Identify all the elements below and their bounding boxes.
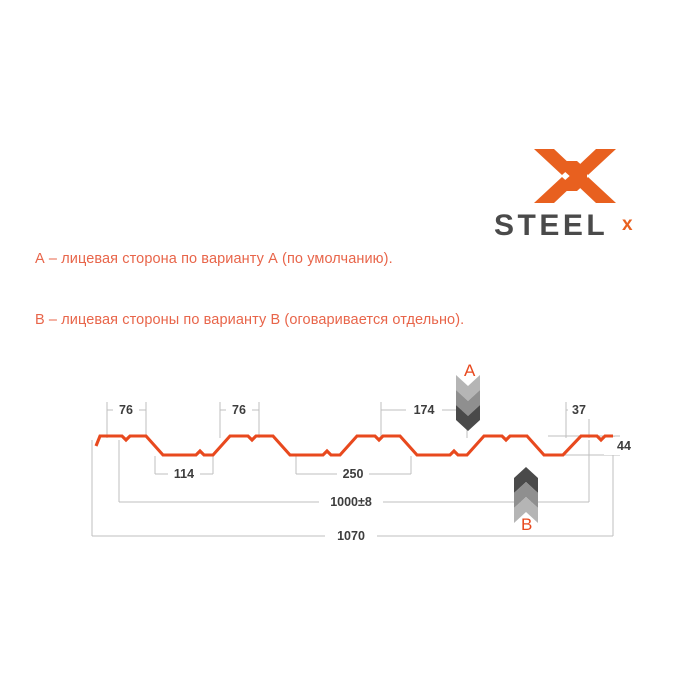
caption-variant-a: А – лицевая сторона по варианту А (по ум…: [35, 251, 393, 267]
marker-a-label: A: [464, 361, 476, 380]
chevron-down-triple-icon: [456, 375, 480, 431]
dimension-value-76-b: 76: [232, 403, 246, 417]
dimension-value-37: 37: [572, 403, 586, 417]
svg-text:STEEL: STEEL: [494, 209, 608, 242]
profile-technical-drawing: 76 76 174 37 44 114 250 1000±8 1070: [0, 350, 700, 560]
corrugation-profile-path: [94, 434, 613, 457]
svg-text:x: x: [622, 214, 633, 235]
steelx-x-logo-icon: [532, 146, 618, 206]
dimension-witness-lines: [91, 402, 620, 536]
dimension-value-114: 114: [174, 467, 194, 481]
marker-b-label: B: [521, 515, 533, 534]
dimension-value-174: 174: [414, 403, 435, 417]
dimension-value-1000: 1000±8: [330, 495, 372, 509]
brand-logo: STEEL x: [494, 146, 664, 242]
caption-variant-b: В – лицевая стороны по варианту В (огова…: [35, 312, 465, 328]
chevron-up-triple-icon: [514, 467, 538, 523]
dimension-value-250: 250: [343, 467, 364, 481]
dimension-value-44: 44: [617, 439, 631, 453]
dimension-value-1070: 1070: [337, 529, 365, 543]
brand-wordmark: STEEL x: [494, 208, 664, 242]
dimension-value-76-a: 76: [119, 403, 133, 417]
dimension-labels: 76 76 174 37 44 114 250 1000±8 1070: [119, 403, 631, 543]
dimension-label-masks: [113, 401, 630, 545]
